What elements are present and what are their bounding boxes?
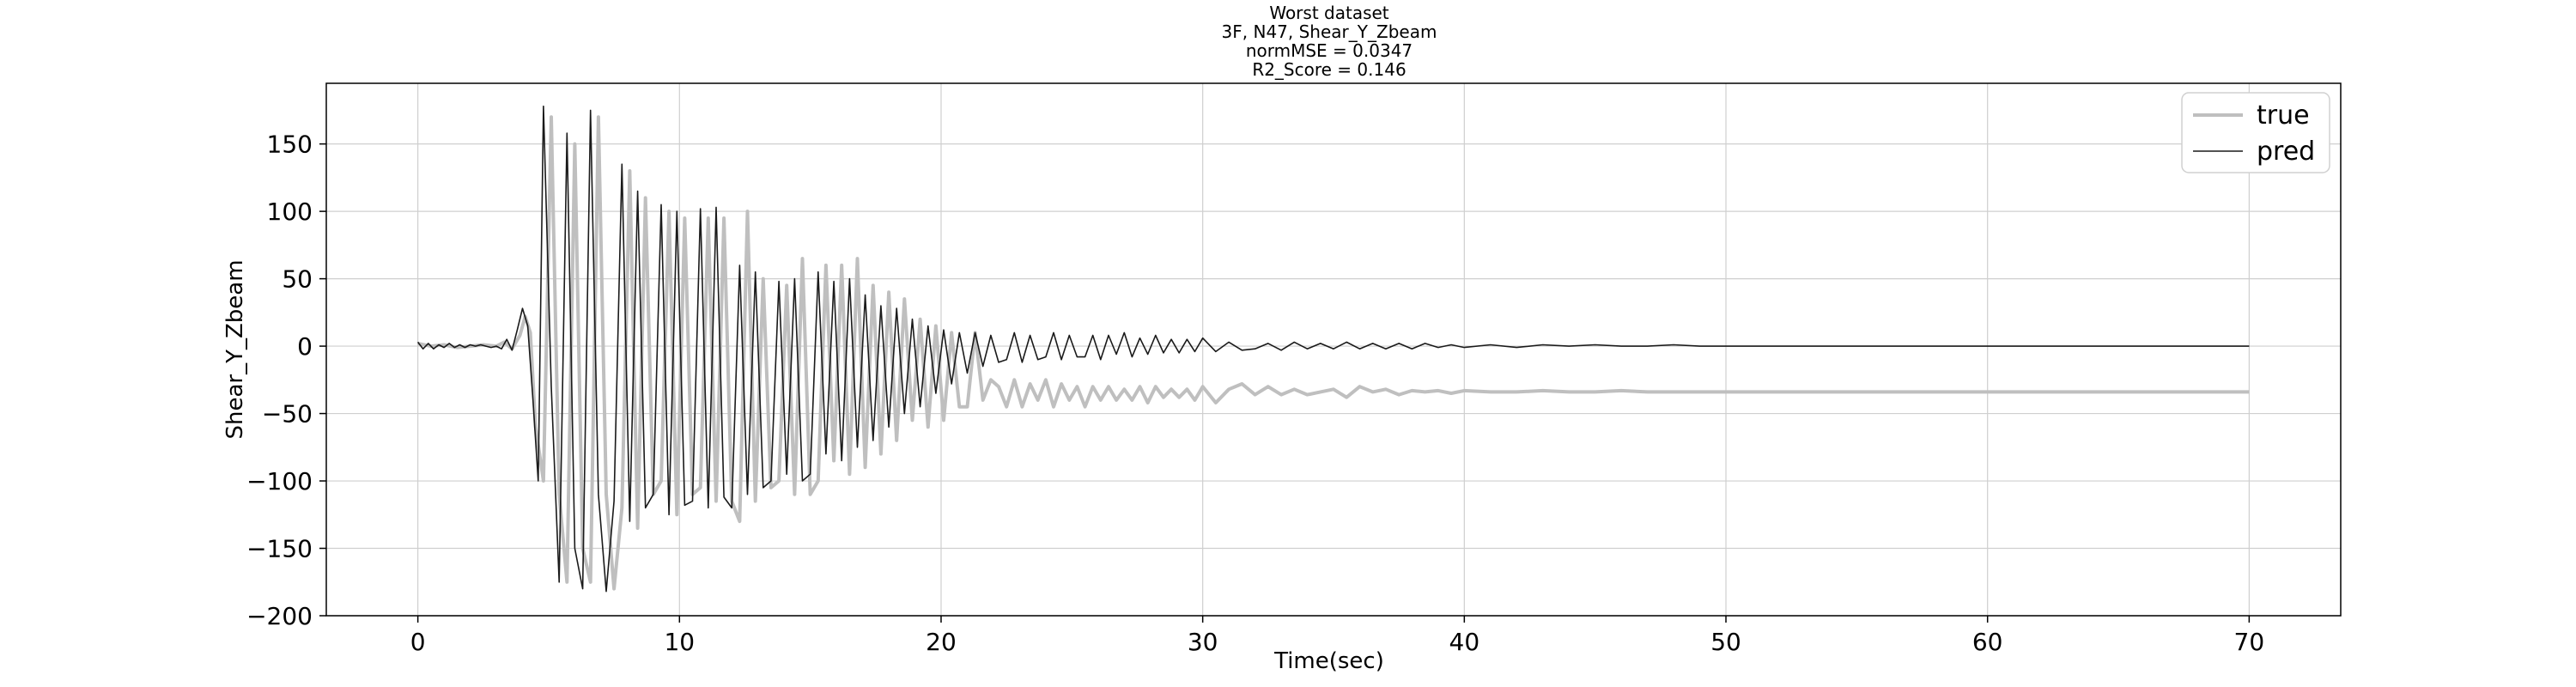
series-line-pred xyxy=(416,105,2250,593)
title-line-1: Worst dataset xyxy=(1269,3,1388,23)
y-tick-label: 50 xyxy=(282,265,313,294)
x-axis-label: Time(sec) xyxy=(1273,648,1384,674)
series-line-true xyxy=(417,115,2250,591)
legend-label-true: true xyxy=(2257,100,2310,131)
y-tick-label: 0 xyxy=(297,332,313,361)
title-line-2: 3F, N47, Shear_Y_Zbeam xyxy=(1222,21,1437,42)
x-ticks: 0 10 20 30 40 50 60 70 xyxy=(410,616,2264,656)
plot-frame xyxy=(325,82,2342,617)
y-ticks: 150 100 50 0 −50 −100 −150 −200 xyxy=(246,131,326,630)
title-line-4: R2_Score = 0.146 xyxy=(1252,59,1406,80)
legend: true pred xyxy=(2181,92,2330,173)
x-tick-label: 70 xyxy=(2234,628,2265,656)
y-axis-label: Shear_Y_Zbeam xyxy=(222,259,248,439)
series-layer xyxy=(416,105,2250,593)
x-tick-label: 30 xyxy=(1188,628,1218,656)
legend-label-pred: pred xyxy=(2257,137,2315,167)
x-tick-label: 60 xyxy=(1972,628,2003,656)
x-tick-label: 20 xyxy=(926,628,957,656)
x-tick-label: 40 xyxy=(1449,628,1480,656)
chart-title: Worst dataset 3F, N47, Shear_Y_Zbeam nor… xyxy=(1222,3,1437,80)
x-tick-label: 10 xyxy=(664,628,695,656)
y-tick-label: 100 xyxy=(267,198,313,226)
x-tick-label: 50 xyxy=(1710,628,1741,656)
y-tick-label: −150 xyxy=(246,535,313,563)
x-tick-label: 0 xyxy=(410,628,426,656)
y-tick-label: 150 xyxy=(267,131,313,159)
title-line-3: normMSE = 0.0347 xyxy=(1246,40,1413,61)
legend-box xyxy=(2181,92,2330,173)
y-tick-label: −200 xyxy=(246,602,313,630)
y-tick-label: −50 xyxy=(262,400,313,429)
y-tick-label: −100 xyxy=(246,467,313,495)
